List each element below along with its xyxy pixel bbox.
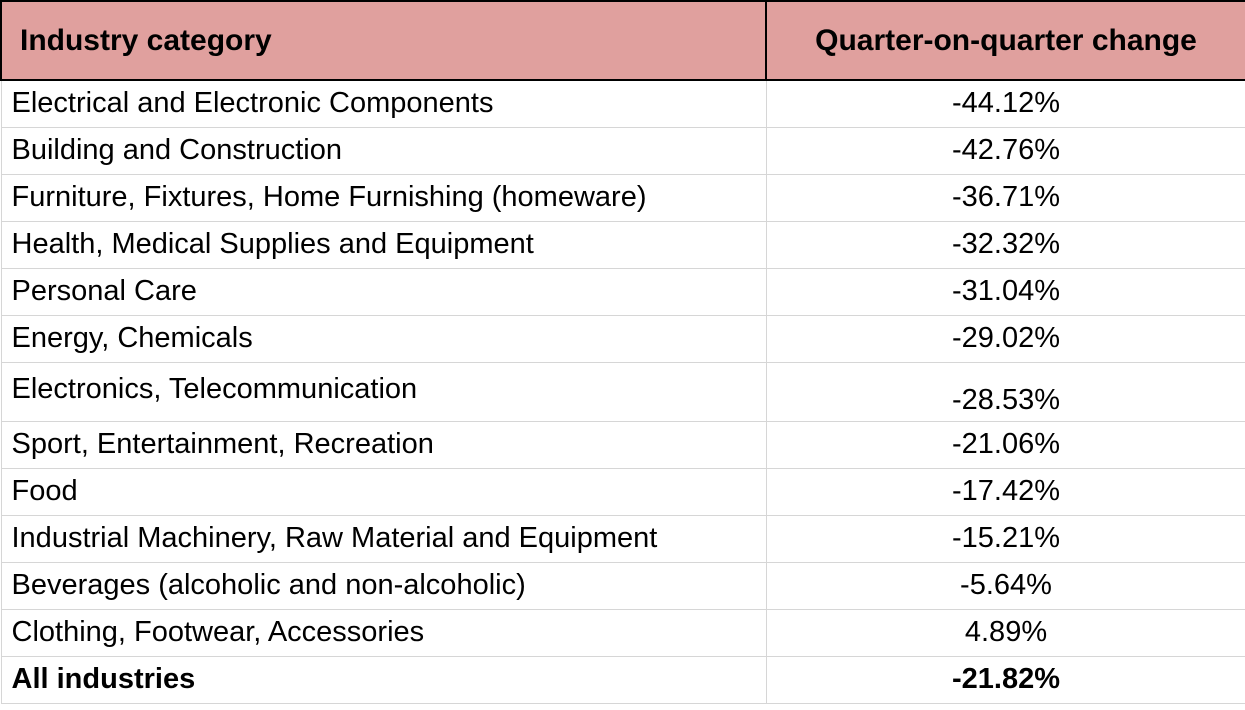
category-cell: Electrical and Electronic Components [0, 79, 767, 128]
header-industry-category: Industry category [0, 0, 767, 81]
table-row: Clothing, Footwear, Accessories 4.89% [0, 608, 1245, 657]
table-body: Electrical and Electronic Components -44… [0, 79, 1245, 704]
category-cell: Energy, Chemicals [0, 314, 767, 363]
change-cell: -28.53% [765, 361, 1245, 422]
total-row: All industries -21.82% [0, 655, 1245, 704]
change-cell: -17.42% [765, 467, 1245, 516]
category-cell: Clothing, Footwear, Accessories [0, 608, 767, 657]
table-row: Personal Care -31.04% [0, 267, 1245, 316]
change-cell: -32.32% [765, 220, 1245, 269]
table-row: Energy, Chemicals -29.02% [0, 314, 1245, 363]
table-header: Industry category Quarter-on-quarter cha… [0, 0, 1245, 81]
total-change-cell: -21.82% [765, 655, 1245, 704]
table-row: Beverages (alcoholic and non-alcoholic) … [0, 561, 1245, 610]
change-cell: -44.12% [765, 79, 1245, 128]
header-quarter-change: Quarter-on-quarter change [765, 0, 1245, 81]
category-cell: Beverages (alcoholic and non-alcoholic) [0, 561, 767, 610]
table-row: Food -17.42% [0, 467, 1245, 516]
category-cell: Electronics, Telecommunication [0, 361, 767, 422]
category-cell: Personal Care [0, 267, 767, 316]
table-row: Electronics, Telecommunication -28.53% [0, 361, 1245, 422]
total-category-cell: All industries [0, 655, 767, 704]
table-row: Sport, Entertainment, Recreation -21.06% [0, 420, 1245, 469]
table-row: Health, Medical Supplies and Equipment -… [0, 220, 1245, 269]
table-row: Building and Construction -42.76% [0, 126, 1245, 175]
change-cell: -5.64% [765, 561, 1245, 610]
table-row: Industrial Machinery, Raw Material and E… [0, 514, 1245, 563]
category-cell: Furniture, Fixtures, Home Furnishing (ho… [0, 173, 767, 222]
change-cell: -31.04% [765, 267, 1245, 316]
change-cell: -29.02% [765, 314, 1245, 363]
category-cell: Industrial Machinery, Raw Material and E… [0, 514, 767, 563]
category-cell: Building and Construction [0, 126, 767, 175]
change-cell: -42.76% [765, 126, 1245, 175]
table-row: Electrical and Electronic Components -44… [0, 79, 1245, 128]
change-cell: -15.21% [765, 514, 1245, 563]
change-cell: 4.89% [765, 608, 1245, 657]
table-row: Furniture, Fixtures, Home Furnishing (ho… [0, 173, 1245, 222]
category-cell: Sport, Entertainment, Recreation [0, 420, 767, 469]
change-cell: -36.71% [765, 173, 1245, 222]
change-cell: -21.06% [765, 420, 1245, 469]
category-cell: Food [0, 467, 767, 516]
header-row: Industry category Quarter-on-quarter cha… [0, 0, 1245, 81]
category-cell: Health, Medical Supplies and Equipment [0, 220, 767, 269]
